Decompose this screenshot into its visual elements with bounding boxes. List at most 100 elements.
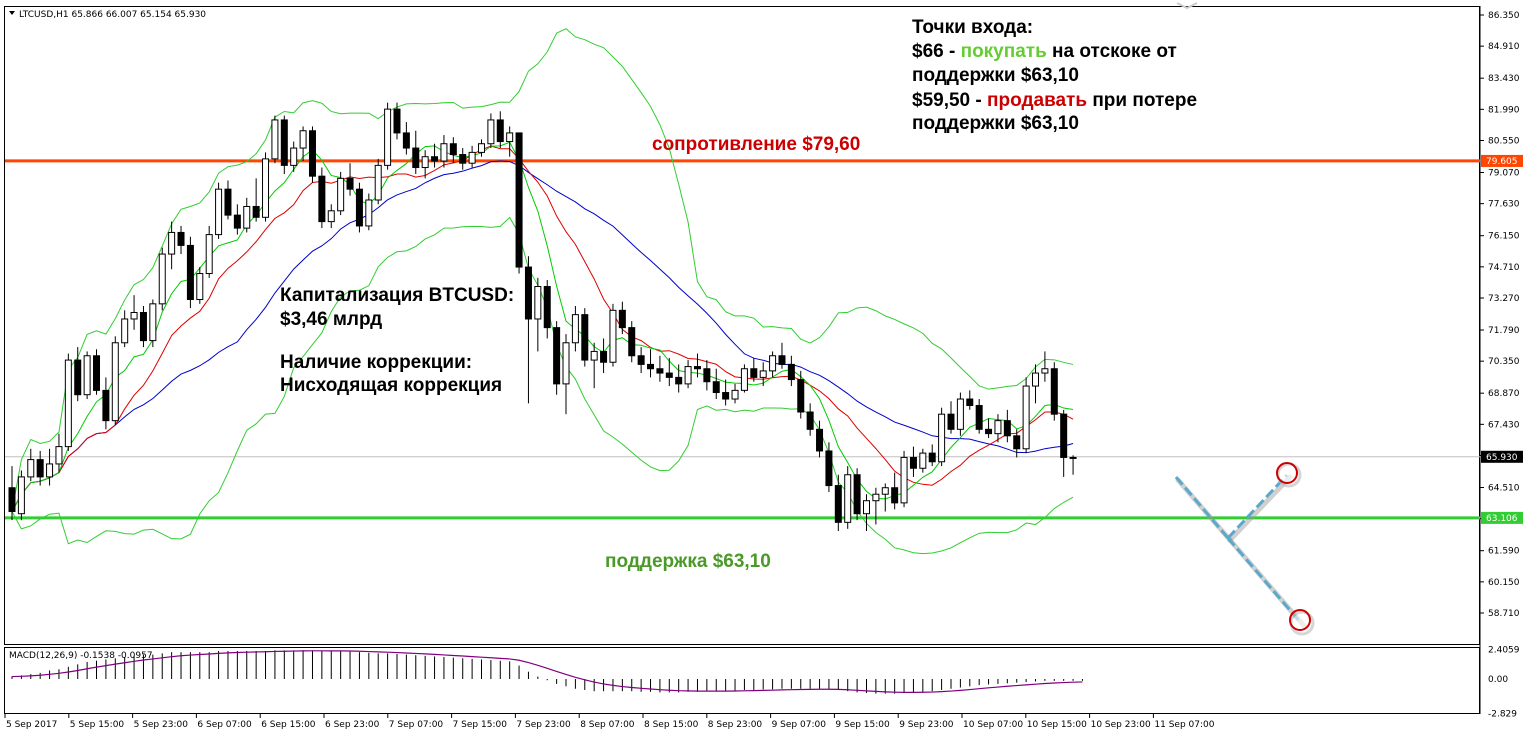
support-label: поддержка $63,10 — [605, 551, 771, 572]
candle-bear — [402, 132, 410, 149]
price-tick-label: 79.070 — [1488, 169, 1520, 179]
candle-bull — [684, 366, 692, 385]
candle-bull — [168, 231, 176, 255]
candle-bull — [609, 309, 617, 363]
collapse-arrow-icon[interactable] — [9, 11, 15, 15]
ma-mid-line — [11, 145, 1074, 512]
time-label: 7 Sep 07:00 — [389, 720, 444, 730]
candle-bear — [543, 286, 551, 329]
candle-bull — [1041, 368, 1049, 374]
candle-bull — [365, 199, 373, 227]
candle-bull — [919, 452, 927, 469]
candle-bull — [534, 286, 542, 320]
candle-bear — [252, 205, 260, 218]
candle-bear — [675, 376, 683, 385]
candle-bull — [421, 156, 429, 169]
time-label: 9 Sep 15:00 — [835, 720, 890, 730]
sell-target-circle[interactable] — [1289, 609, 1311, 631]
candle-bear — [656, 368, 664, 374]
current-price-tag: 65.930 — [1481, 450, 1523, 463]
candle-bull — [1032, 372, 1040, 387]
candle-bear — [355, 188, 363, 227]
time-label: 10 Sep 15:00 — [1027, 720, 1087, 730]
candle-bear — [647, 363, 655, 370]
candle-bull — [731, 389, 739, 400]
candle-bull — [1069, 456, 1077, 459]
candle-bull — [374, 164, 382, 201]
candle-bear — [308, 130, 316, 177]
candle-bear — [928, 452, 936, 463]
candle-bear — [393, 108, 401, 134]
candle-bear — [628, 327, 636, 357]
candle-bear — [816, 428, 824, 452]
entry-title: Точки входа: — [912, 17, 1033, 38]
candle-bull — [872, 493, 880, 502]
projection-line-up — [1226, 473, 1289, 540]
candle-bear — [853, 474, 861, 515]
candle-bear — [186, 244, 194, 301]
candle-bear — [449, 143, 457, 156]
correction-title: Наличие коррекции: — [280, 352, 472, 373]
candle-bear — [412, 147, 420, 169]
buy-target-circle[interactable] — [1276, 462, 1298, 484]
candle-bull — [215, 188, 223, 236]
entry-line-3: $59,50 - продавать при потере — [912, 90, 1197, 111]
candle-bull — [27, 459, 35, 478]
candle-bear — [712, 381, 720, 394]
candle-bear — [618, 309, 626, 329]
candle-bull — [844, 474, 852, 523]
candle-bear — [947, 413, 955, 430]
candle-bear — [693, 366, 701, 370]
time-label: 6 Sep 07:00 — [197, 720, 252, 730]
capitalization-title: Капитализация BTCUSD: — [280, 285, 514, 306]
macd-tick-label: -2.829 — [1488, 710, 1517, 720]
candle-bull — [111, 342, 119, 422]
time-label: 9 Sep 23:00 — [899, 720, 954, 730]
macd-histogram — [11, 650, 1083, 694]
price-tick-label: 70.350 — [1488, 357, 1520, 367]
candle-bear — [1060, 413, 1068, 458]
candle-bull — [478, 143, 485, 153]
time-label: 10 Sep 23:00 — [1091, 720, 1151, 730]
price-tick-label: 60.150 — [1488, 578, 1520, 588]
candle-bear — [637, 355, 645, 365]
entry-line-4: поддержки $63,10 — [912, 113, 1079, 134]
resistance-tag-text: 79.605 — [1486, 157, 1518, 167]
candle-bear — [806, 411, 814, 430]
candle-bull — [900, 456, 908, 504]
candle-bear — [581, 314, 589, 361]
time-label: 10 Sep 07:00 — [963, 720, 1023, 730]
candle-bull — [487, 119, 495, 145]
candle-bear — [600, 350, 608, 363]
candle-bull — [149, 303, 157, 342]
candle-bear — [553, 327, 561, 385]
chart-header: LTCUSD,H1 65.866 66.007 65.154 65.930 — [19, 10, 206, 20]
candle-bull — [956, 398, 964, 430]
candle-bull — [562, 342, 570, 385]
time-label: 7 Sep 15:00 — [453, 720, 508, 730]
candle-bear — [787, 363, 795, 381]
support-tag-text: 63.106 — [1486, 514, 1518, 524]
candle-bull — [327, 210, 335, 223]
main-panel-frame — [4, 6, 1480, 645]
macd-axis: 2.4059 0.00 -2.829 — [1488, 646, 1520, 720]
price-tick-label: 86.350 — [1488, 11, 1520, 21]
time-label: 6 Sep 23:00 — [325, 720, 380, 730]
candle-bull — [938, 413, 946, 463]
candle-bear — [778, 355, 786, 365]
time-label: 9 Sep 07:00 — [772, 720, 827, 730]
candle-bull — [759, 370, 767, 378]
candle-bear — [909, 456, 917, 469]
candle-bear — [139, 311, 147, 342]
macd-signal-line — [11, 650, 1083, 693]
candle-bear — [8, 487, 16, 513]
time-label: 5 Sep 23:00 — [134, 720, 189, 730]
candle-bear — [1050, 368, 1058, 415]
candle-bear — [834, 485, 842, 523]
candle-bull — [571, 314, 579, 344]
macd-header: MACD(12,26,9) -0.1538 -0.0957 — [9, 651, 153, 661]
candle-bear — [985, 428, 993, 435]
candle-bull — [468, 151, 476, 164]
